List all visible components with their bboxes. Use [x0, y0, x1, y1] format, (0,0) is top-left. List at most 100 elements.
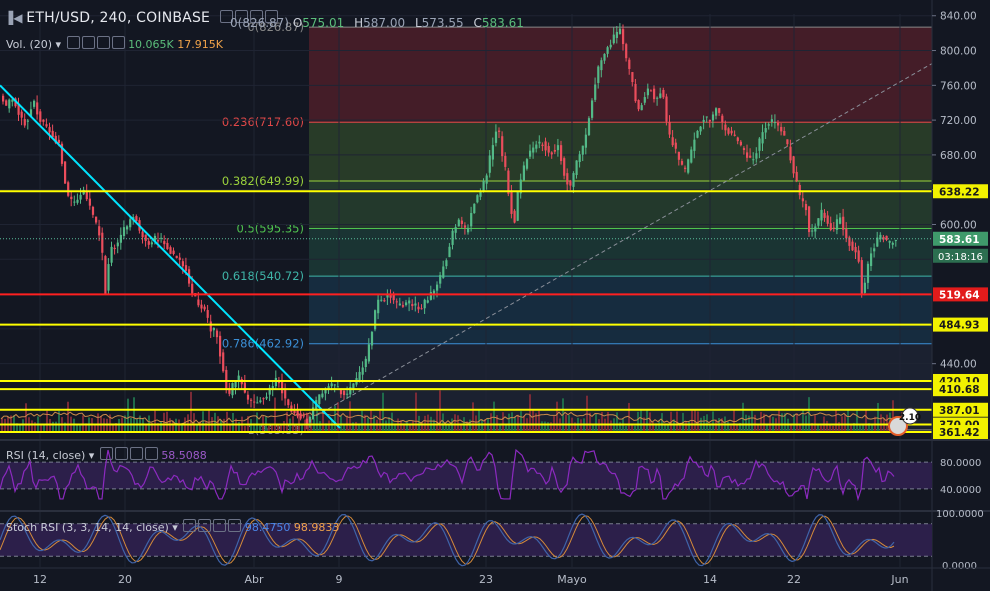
volume-bar [79, 425, 81, 432]
candle-body [634, 83, 637, 102]
volume-bar [52, 421, 54, 432]
y-tick-label: 840.00 [940, 11, 977, 23]
volume-bar [304, 419, 306, 432]
candle-body [597, 66, 600, 83]
volume-bar [610, 420, 612, 432]
volume-bar [706, 414, 708, 432]
candle-body [569, 180, 572, 186]
candle-body [225, 369, 228, 390]
symbol-settings-icon[interactable] [218, 10, 278, 25]
candle-body [684, 167, 687, 169]
close-icon[interactable] [144, 447, 158, 460]
volume-bar [154, 410, 156, 432]
candle-body [848, 237, 851, 246]
candle-body [333, 384, 336, 386]
candle-body [126, 226, 129, 230]
volume-bar [811, 422, 813, 432]
candle-body [253, 401, 256, 403]
candle-body [764, 128, 767, 133]
candle-body [147, 241, 150, 245]
symbol-collapse-icon[interactable]: ▐◀ [4, 11, 23, 25]
volume-bar [490, 413, 492, 432]
candle-body [711, 114, 715, 121]
volume-bar [199, 421, 201, 432]
candle-body [212, 327, 215, 331]
rsi-tick-label: 40.0000 [940, 485, 981, 496]
candle-body [646, 88, 649, 96]
eye-icon[interactable] [99, 447, 113, 460]
volume-bar [190, 391, 192, 432]
candle-body [758, 138, 761, 151]
volume-bar [421, 422, 423, 432]
candle-body [153, 235, 157, 241]
candle-body [553, 150, 556, 152]
close-icon[interactable] [228, 519, 242, 532]
candle-body [358, 371, 361, 381]
chevron-down-icon[interactable]: ▾ [55, 38, 62, 51]
volume-label: Vol. (20) [6, 38, 53, 51]
add-icon[interactable] [213, 519, 227, 532]
candle-body [42, 119, 45, 122]
volume-bar [412, 420, 414, 432]
fib-label-0.618: 0.618(540.72) [222, 269, 304, 283]
volume-bar [46, 410, 48, 432]
add-icon[interactable] [129, 447, 143, 460]
volume-bar [319, 421, 321, 432]
volume-bar [178, 419, 180, 432]
candle-body [336, 386, 339, 388]
volume-value-2: 17.915K [177, 38, 223, 51]
chevron-down-icon[interactable]: ▾ [172, 521, 178, 534]
candle-body [891, 242, 894, 245]
stoch-axis-bg [933, 513, 989, 567]
candle-body [572, 173, 575, 187]
level-tag-361.42: 361.42 [939, 427, 980, 439]
stoch-tick-label: 100.0000 [936, 509, 984, 520]
settings-icon[interactable] [114, 447, 128, 460]
candle-body [389, 294, 392, 298]
rsi-legend[interactable]: RSI (14, close) ▾ 58.5088 [6, 447, 207, 462]
chevron-down-icon[interactable]: ▾ [88, 449, 95, 462]
x-tick-label: 22 [787, 573, 801, 586]
candle-body [45, 124, 48, 127]
candle-body [612, 34, 615, 44]
candle-body [584, 134, 587, 148]
volume-bar [859, 425, 861, 432]
candle-body [631, 72, 634, 83]
candle-body [157, 240, 160, 242]
eye-icon[interactable] [66, 36, 80, 49]
candle-body [618, 28, 622, 34]
stoch-legend[interactable]: Stoch RSI (3, 3, 14, 14, close) ▾ 98.475… [6, 519, 339, 534]
eye-icon[interactable] [183, 519, 197, 532]
volume-bar [499, 425, 501, 432]
candle-body [29, 109, 33, 117]
candle-body [513, 210, 516, 223]
candle-body [36, 102, 39, 115]
candle-body [163, 241, 166, 245]
close-icon[interactable] [111, 36, 125, 49]
settings-icon[interactable] [81, 36, 95, 49]
volume-bar [358, 425, 360, 432]
candle-body [882, 236, 885, 240]
volume-bar [826, 420, 828, 432]
volume-bar [40, 423, 42, 432]
level-tag-361.42-bg [933, 425, 988, 440]
candle-body [305, 418, 308, 425]
volume-bar [370, 410, 372, 432]
add-icon[interactable] [96, 36, 110, 49]
candle-body [349, 387, 352, 395]
candle-body [411, 304, 414, 307]
candle-body [578, 154, 581, 163]
candle-body [51, 130, 54, 138]
candle-body [857, 250, 860, 262]
candle-body [76, 199, 79, 203]
candle-body [504, 155, 507, 167]
volume-bar [244, 425, 246, 432]
volume-bar [382, 392, 384, 432]
candle-body [26, 120, 29, 122]
settings-icon[interactable] [198, 519, 212, 532]
candle-body [144, 234, 147, 241]
symbol-title[interactable]: ETH/USD, 240, COINBASE [26, 10, 211, 26]
volume-legend[interactable]: Vol. (20) ▾ 10.065K 17.915K [6, 36, 223, 51]
event-badge-bg [901, 407, 919, 425]
